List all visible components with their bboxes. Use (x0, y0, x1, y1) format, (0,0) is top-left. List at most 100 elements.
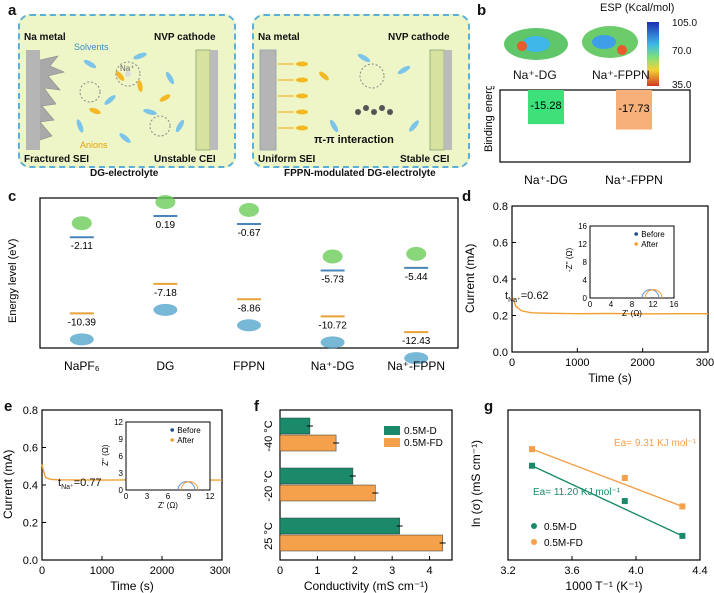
d-inset-xtick-0: 0 (588, 300, 593, 309)
c-homo-orbital-3 (320, 336, 345, 349)
left-caption: DG-electrolyte (90, 168, 159, 179)
d-inset-legend-after: After (641, 240, 658, 249)
c-homo-orbital-0 (69, 333, 94, 346)
g-ylabel: ln (σ) (mS cm⁻¹) (469, 440, 483, 527)
c-homo-label-4: -12.43 (402, 336, 431, 347)
right-na-metal-label: Na metal (258, 32, 300, 43)
d-inset-frame (589, 225, 675, 299)
panel-d-label: d (462, 188, 472, 205)
esp-molecules (504, 26, 638, 60)
d-inset-after-arc (644, 289, 663, 299)
c-xtick-2: FPPN (233, 359, 265, 373)
f-legend-swatch-1 (384, 438, 400, 447)
g-fit-line-1 (531, 448, 683, 508)
c-lumo-orbital-3 (322, 249, 343, 264)
g-legend-marker-1 (531, 539, 537, 545)
d-t-sub: Na⁺ (508, 297, 521, 305)
b-value-label-0: -15.28 (530, 100, 561, 112)
d-inset-ytick-1: 4 (583, 276, 588, 285)
chart-g: 3.2 3.6 4.0 4.4 1000 T⁻¹ (K⁻¹) ln (σ) (mS cm⁻… (469, 409, 708, 593)
f-xtick-4: 4 (427, 565, 433, 577)
g-legend-label-1: 0.5M-FD (544, 538, 583, 549)
right-cathode-label: NVP cathode (388, 32, 450, 43)
f-ytick-0: -40 °C (263, 420, 275, 451)
g-point-1-2 (679, 503, 686, 510)
g-xlabel: 1000 T⁻¹ (K⁻¹) (565, 579, 642, 593)
c-lumo-label-2: -0.67 (238, 228, 261, 239)
b-xtick-1: Na⁺-FPPN (605, 173, 663, 187)
chart-b: -15.28 Na⁺-DG -17.73 Na⁺-FPPN Binding energy (483, 86, 691, 187)
panel-a-right-box: Na metal NVP cathode π-π interaction Uni… (252, 14, 470, 168)
b-ylabel: Binding energy (483, 86, 495, 152)
b-plot-frame (499, 89, 691, 163)
e-inset-legend-before: Before (177, 426, 201, 435)
panel-f-label: f (254, 398, 259, 415)
c-plot-frame (39, 197, 459, 349)
c-xtick-4: Na⁺-FPPN (387, 359, 445, 373)
e-inset-xlabel: Z' (Ω) (158, 501, 178, 510)
esp-title: ESP (Kcal/mol) (600, 2, 675, 14)
g-point-0-0 (529, 462, 535, 469)
d-inset-legend-before: Before (641, 230, 665, 239)
d-ytick-3: 0.6 (493, 238, 508, 250)
na-ion-label: Na⁺ (120, 64, 135, 73)
d-current-line (511, 296, 708, 315)
e-inset-ytick-1: 3 (119, 469, 124, 478)
g-ea-fd-label: Ea= 9.31 KJ mol⁻¹ (614, 438, 697, 449)
b-bar-0 (528, 90, 564, 125)
c-xtick-1: DG (156, 359, 174, 373)
b-xtick-0: Na⁺-DG (524, 173, 568, 187)
d-xtick-1: 1000 (565, 357, 589, 369)
d-ylabel: Current (mA) (463, 244, 477, 313)
e-t-value: =0.77 (73, 477, 102, 489)
esp-tick-low: 35.0 (672, 80, 692, 91)
g-plot-frame (507, 409, 701, 561)
panel-g-label: g (484, 398, 494, 415)
e-inset-ytick-4: 12 (114, 418, 123, 427)
e-ytick-1: 0.2 (23, 518, 38, 530)
left-na-metal-label: Na metal (24, 32, 66, 43)
c-xtick-0: NaPF₆ (64, 359, 100, 373)
c-ylabel: Energy level (eV) (7, 239, 19, 323)
c-lumo-orbital-0 (71, 216, 92, 231)
left-cathode-label: NVP cathode (154, 32, 216, 43)
c-homo-label-0: -10.39 (68, 317, 97, 328)
e-t-symbol: t (58, 477, 62, 489)
f-xtick-2: 2 (352, 565, 358, 577)
d-inset-ytick-0: 0 (583, 294, 588, 303)
c-homo-label-2: -8.86 (238, 303, 261, 314)
e-inset-ytick-0: 0 (119, 486, 124, 495)
g-point-0-1 (621, 498, 628, 505)
chart-d: 0.0 0.2 0.4 0.6 0.8 0 1000 2000 3000 Time (s) Curr… (463, 201, 714, 385)
panel-e-label: e (4, 398, 13, 415)
g-point-0-2 (679, 532, 686, 539)
d-inset-ylabel: -Z'' (Ω) (565, 248, 574, 272)
d-ytick-4: 0.8 (493, 201, 508, 213)
esp-tick-mid: 70.0 (672, 46, 692, 57)
c-homo-label-3: -10.72 (318, 320, 347, 331)
c-homo-orbital-1 (153, 303, 178, 316)
esp-dg-label: Na⁺-DG (513, 68, 557, 82)
e-inset-ytick-3: 9 (119, 435, 124, 444)
e-ytick-3: 0.6 (23, 443, 38, 455)
e-xlabel: Time (s) (110, 579, 154, 593)
d-ytick-0: 0.0 (493, 347, 508, 359)
c-lumo-orbital-2 (239, 202, 259, 217)
g-ea-d-label: Ea= 11.20 KJ mol⁻¹ (533, 487, 621, 498)
d-inset-legend-before-marker (634, 232, 638, 236)
right-caption: FPPN-modulated DG-electrolyte (284, 168, 436, 179)
f-bar-2-1 (279, 534, 443, 552)
chart-c: Energy level (eV) -2.11 -10.39 NaPF₆ 0.19 -7.… (7, 195, 459, 373)
esp-colorbar (647, 22, 659, 86)
e-inset-legend-after-marker (170, 438, 174, 442)
e-inset-after-arc (180, 481, 199, 491)
f-xtick-0: 0 (277, 565, 283, 577)
anions-label: Anions (80, 140, 108, 150)
fractured-sei-label: Fractured SEI (24, 154, 90, 165)
e-inset-xtick-4: 12 (206, 492, 215, 501)
e-inset-xtick-1: 3 (145, 492, 150, 501)
e-inset-legend-before-marker (170, 428, 174, 432)
e-inset-ytick-2: 6 (119, 452, 124, 461)
panel-a-left-box: Na metal NVP cathode Solvents Na⁺ Anions… (18, 14, 236, 168)
d-ytick-2: 0.4 (493, 274, 508, 286)
